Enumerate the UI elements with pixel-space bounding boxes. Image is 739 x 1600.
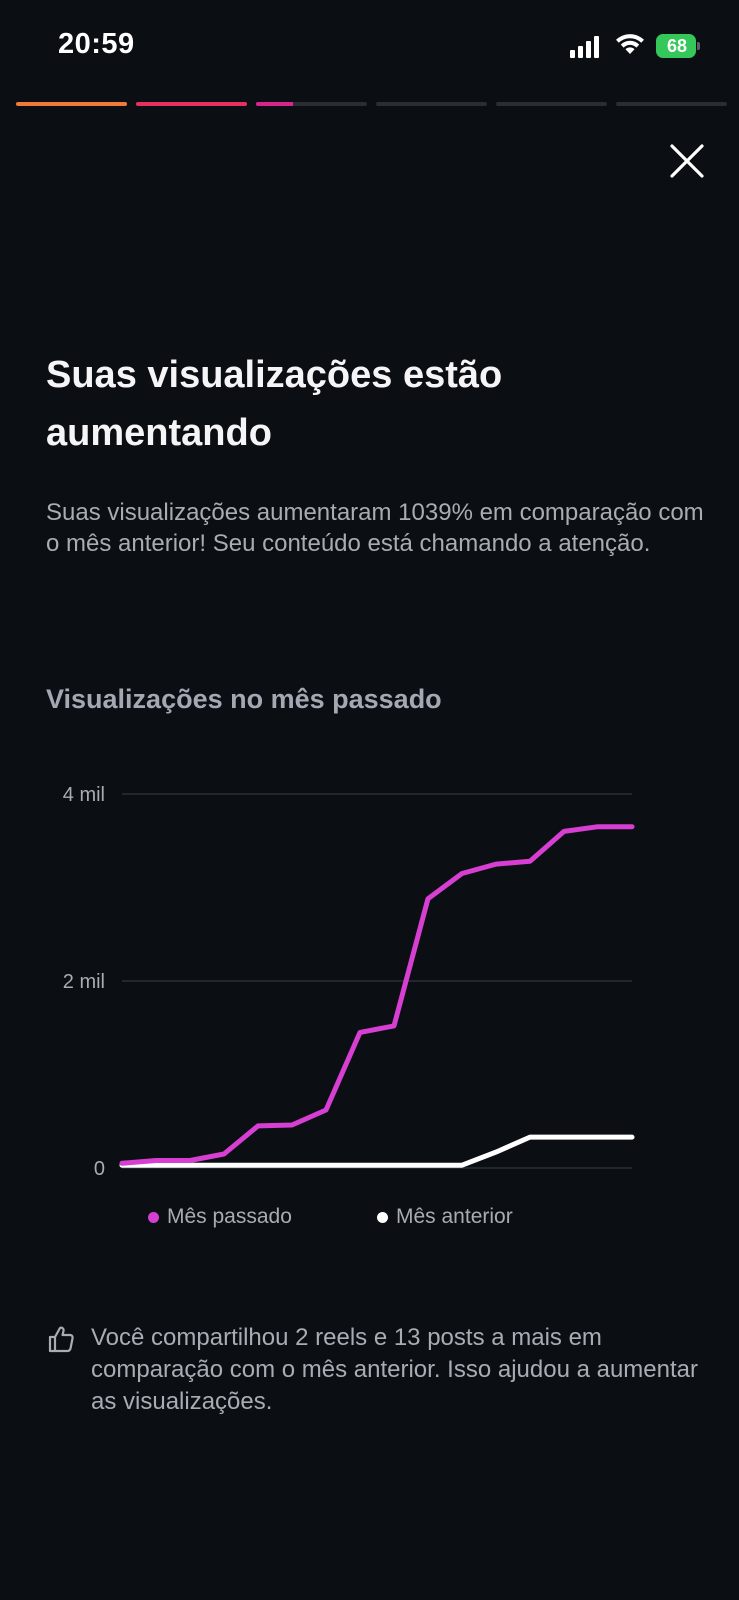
legend-marker-mes-passado	[148, 1211, 159, 1223]
story-progress-segment	[496, 102, 607, 106]
story-progress-segment	[256, 102, 367, 106]
battery-charging-icon: 68	[656, 34, 700, 58]
legend-item-mes-passado: Mês passado	[148, 1205, 292, 1229]
story-progress-segment	[376, 102, 487, 106]
status-bar: 20:59 68	[0, 0, 739, 96]
cellular-signal-icon	[570, 36, 599, 58]
legend-label-mes-passado: Mês passado	[167, 1205, 292, 1228]
page-title: Suas visualizações estão aumentando	[46, 354, 503, 454]
legend-item-mes-anterior: Mês anterior	[377, 1205, 513, 1229]
y-tick-label: 2 mil	[63, 971, 105, 993]
story-progress-bar	[16, 102, 727, 107]
story-progress-segment	[16, 102, 127, 106]
legend-label-mes-anterior: Mês anterior	[396, 1205, 513, 1228]
story-progress-segment	[616, 102, 727, 106]
footer-text: Você compartilhou 2 reels e 13 posts a m…	[91, 1324, 698, 1415]
wifi-icon	[616, 34, 644, 54]
y-tick-label: 4 mil	[63, 784, 105, 806]
series-line-mes-passado	[119, 824, 635, 1166]
battery-level: 68	[666, 36, 688, 56]
story-progress-segment	[136, 102, 247, 106]
close-icon	[670, 144, 704, 178]
status-time: 20:59	[58, 28, 135, 60]
thumbs-up-icon	[48, 1326, 74, 1353]
page-subtitle: Suas visualizações aumentaram 1039% em c…	[46, 499, 704, 557]
close-button[interactable]	[664, 140, 708, 184]
y-tick-label: 0	[94, 1158, 105, 1180]
chart-title: Visualizações no mês passado	[46, 684, 442, 714]
legend-marker-mes-anterior	[377, 1211, 388, 1223]
series-line-mes-anterior	[119, 1134, 635, 1168]
views-line-chart: 0 2 mil 4 mil	[63, 784, 635, 1180]
